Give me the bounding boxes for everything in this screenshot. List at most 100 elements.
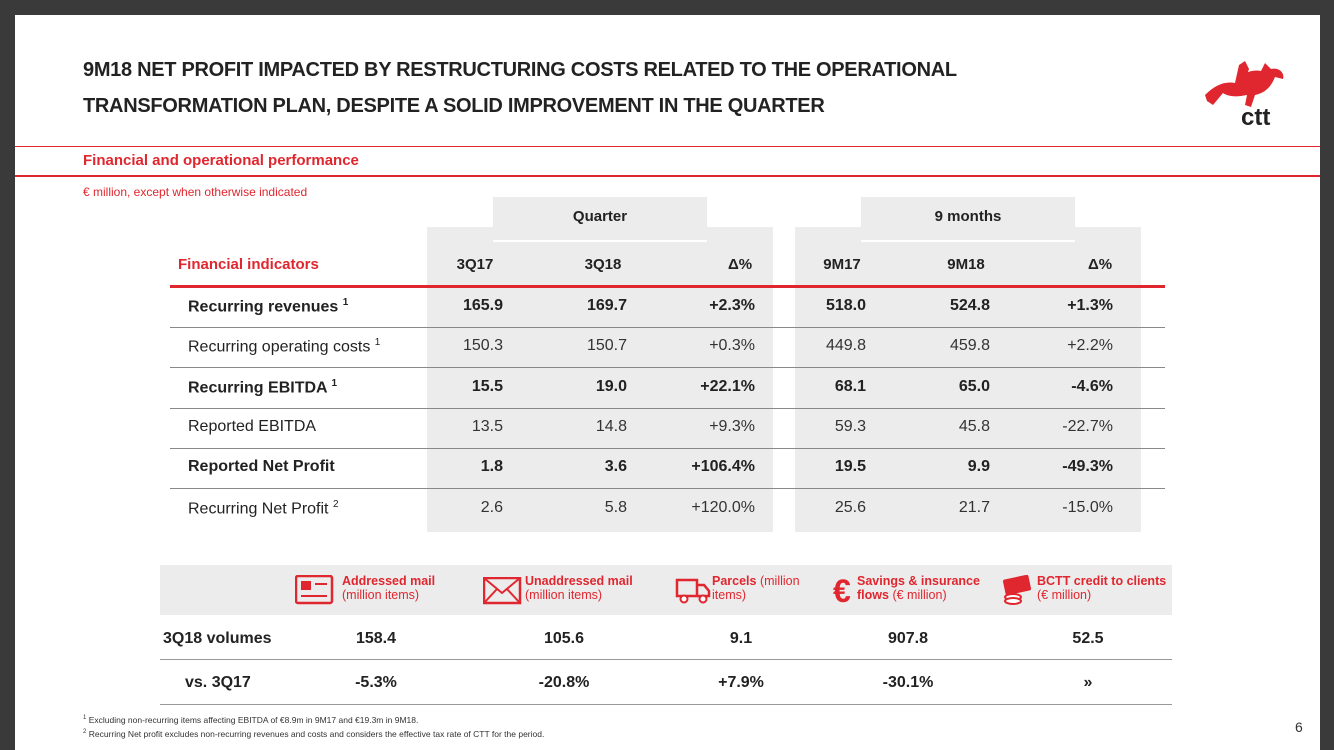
- icon-euro: €: [833, 575, 851, 607]
- row-label: Recurring EBITDA 1: [188, 378, 337, 397]
- volume-cell: »: [1083, 674, 1093, 691]
- cell: +1.3%: [1067, 297, 1113, 314]
- volume-label: Addressed mail (million items): [342, 574, 447, 602]
- row-label-text: Recurring operating costs: [188, 338, 371, 356]
- rule: [15, 175, 1320, 177]
- row-rule: [170, 327, 1165, 328]
- volume-cell: -30.1%: [882, 674, 934, 691]
- icon-unaddressed-mail: [483, 577, 522, 605]
- volume-label: Unaddressed mail (million items): [525, 574, 645, 602]
- cell: 45.8: [958, 418, 990, 435]
- cell: 9.9: [967, 458, 990, 475]
- footnote-text: Excluding non-recurring items affecting …: [88, 715, 419, 725]
- cell: 459.8: [949, 337, 990, 354]
- cell: 2.6: [480, 499, 503, 516]
- footnote-marker: 1: [342, 297, 349, 308]
- rule: [170, 285, 1165, 288]
- row-rule: [170, 367, 1165, 368]
- cell: -22.7%: [1062, 418, 1113, 435]
- cell: 165.9: [462, 297, 503, 314]
- cell: +106.4%: [691, 458, 755, 475]
- cell: 59.3: [834, 418, 866, 435]
- title-line: 9M18 NET PROFIT IMPACTED BY RESTRUCTURIN…: [83, 59, 957, 81]
- group-tab: [861, 197, 1075, 242]
- volume-label: Savings & insurance flows (€ million): [857, 574, 982, 602]
- cell: 1.8: [480, 458, 503, 475]
- volume-name: Parcels: [712, 574, 757, 588]
- volume-unit: (million items): [342, 588, 420, 602]
- svg-text:€: €: [833, 575, 851, 607]
- volume-label: Parcels (million items): [712, 574, 804, 602]
- cell: 68.1: [834, 378, 866, 395]
- icon-addressed-mail: [295, 575, 334, 605]
- logo-text: ctt: [1241, 104, 1270, 127]
- unit-note: € million, except when otherwise indicat…: [83, 185, 308, 199]
- volume-unit: (million items): [712, 574, 800, 602]
- cell: +2.3%: [709, 297, 755, 314]
- rule: [15, 146, 1320, 147]
- footnote: 2 Recurring Net profit excludes non-recu…: [83, 729, 544, 739]
- volume-name: Addressed mail: [342, 574, 436, 588]
- cell: 19.0: [595, 378, 627, 395]
- cell: +0.3%: [709, 337, 755, 354]
- row-label-text: Recurring revenues: [188, 298, 339, 316]
- volume-name: Unaddressed mail: [525, 574, 633, 588]
- row-label: Reported Net Profit: [188, 458, 335, 476]
- group-header: Quarter: [572, 208, 628, 225]
- volume-name: BCTT credit to clients: [1037, 574, 1167, 588]
- volume-cell: 158.4: [355, 630, 397, 647]
- volume-cell: -5.3%: [355, 674, 397, 691]
- volume-unit: (€ million): [1037, 588, 1092, 602]
- cell: -49.3%: [1062, 458, 1113, 475]
- column-header: 3Q18: [584, 256, 622, 273]
- page-number: 6: [1295, 719, 1303, 735]
- cell: 25.6: [834, 499, 866, 516]
- column-header: Δ%: [727, 256, 753, 273]
- logo: ctt: [1205, 61, 1284, 127]
- row-label-text: Recurring Net Profit: [188, 500, 329, 518]
- row-header: Financial indicators: [178, 256, 319, 273]
- row-label-text: Recurring EBITDA: [188, 379, 327, 397]
- cell: 5.8: [604, 499, 627, 516]
- volume-row-label: 3Q18 volumes: [163, 630, 272, 647]
- row-label: Recurring Net Profit 2: [188, 499, 339, 518]
- footnote-text: Recurring Net profit excludes non-recurr…: [88, 729, 545, 739]
- group-header: 9 months: [934, 208, 1002, 225]
- row-label: Reported EBITDA: [188, 418, 316, 436]
- footnote-marker: 2: [332, 499, 339, 510]
- column-header: 9M18: [947, 256, 985, 273]
- panel: [795, 227, 1141, 532]
- icon-credit: [1002, 575, 1032, 605]
- row-rule: [170, 448, 1165, 449]
- cell: 13.5: [471, 418, 503, 435]
- volume-unit: (million items): [525, 588, 603, 602]
- cell: -15.0%: [1062, 499, 1113, 516]
- rule: [160, 659, 1172, 660]
- volume-cell: -20.8%: [538, 674, 590, 691]
- cell: 14.8: [595, 418, 627, 435]
- volume-label: BCTT credit to clients (€ million): [1037, 574, 1177, 602]
- row-rule: [170, 488, 1165, 489]
- column-header: 9M17: [823, 256, 861, 273]
- cell: 65.0: [958, 378, 990, 395]
- row-label-text: Reported Net Profit: [188, 458, 335, 475]
- cell: +120.0%: [691, 499, 755, 516]
- cell: +9.3%: [709, 418, 755, 435]
- row-label: Recurring operating costs 1: [188, 337, 380, 356]
- rule: [160, 704, 1172, 705]
- volume-cell: 105.6: [543, 630, 585, 647]
- slide: 9M18 NET PROFIT IMPACTED BY RESTRUCTURIN…: [15, 15, 1320, 750]
- row-label-text: Reported EBITDA: [188, 418, 317, 435]
- cell: 169.7: [586, 297, 627, 314]
- volume-row-label: vs. 3Q17: [185, 674, 251, 691]
- cell: 19.5: [834, 458, 866, 475]
- row-rule: [170, 408, 1165, 409]
- footnote: 1 Excluding non-recurring items affectin…: [83, 715, 418, 725]
- cell: 150.3: [462, 337, 503, 354]
- cell: +22.1%: [700, 378, 755, 395]
- volume-unit: (€ million): [892, 588, 947, 602]
- group-tab: [493, 197, 707, 242]
- volume-name: Savings & insurance flows: [857, 574, 980, 602]
- cell: 3.6: [604, 458, 627, 475]
